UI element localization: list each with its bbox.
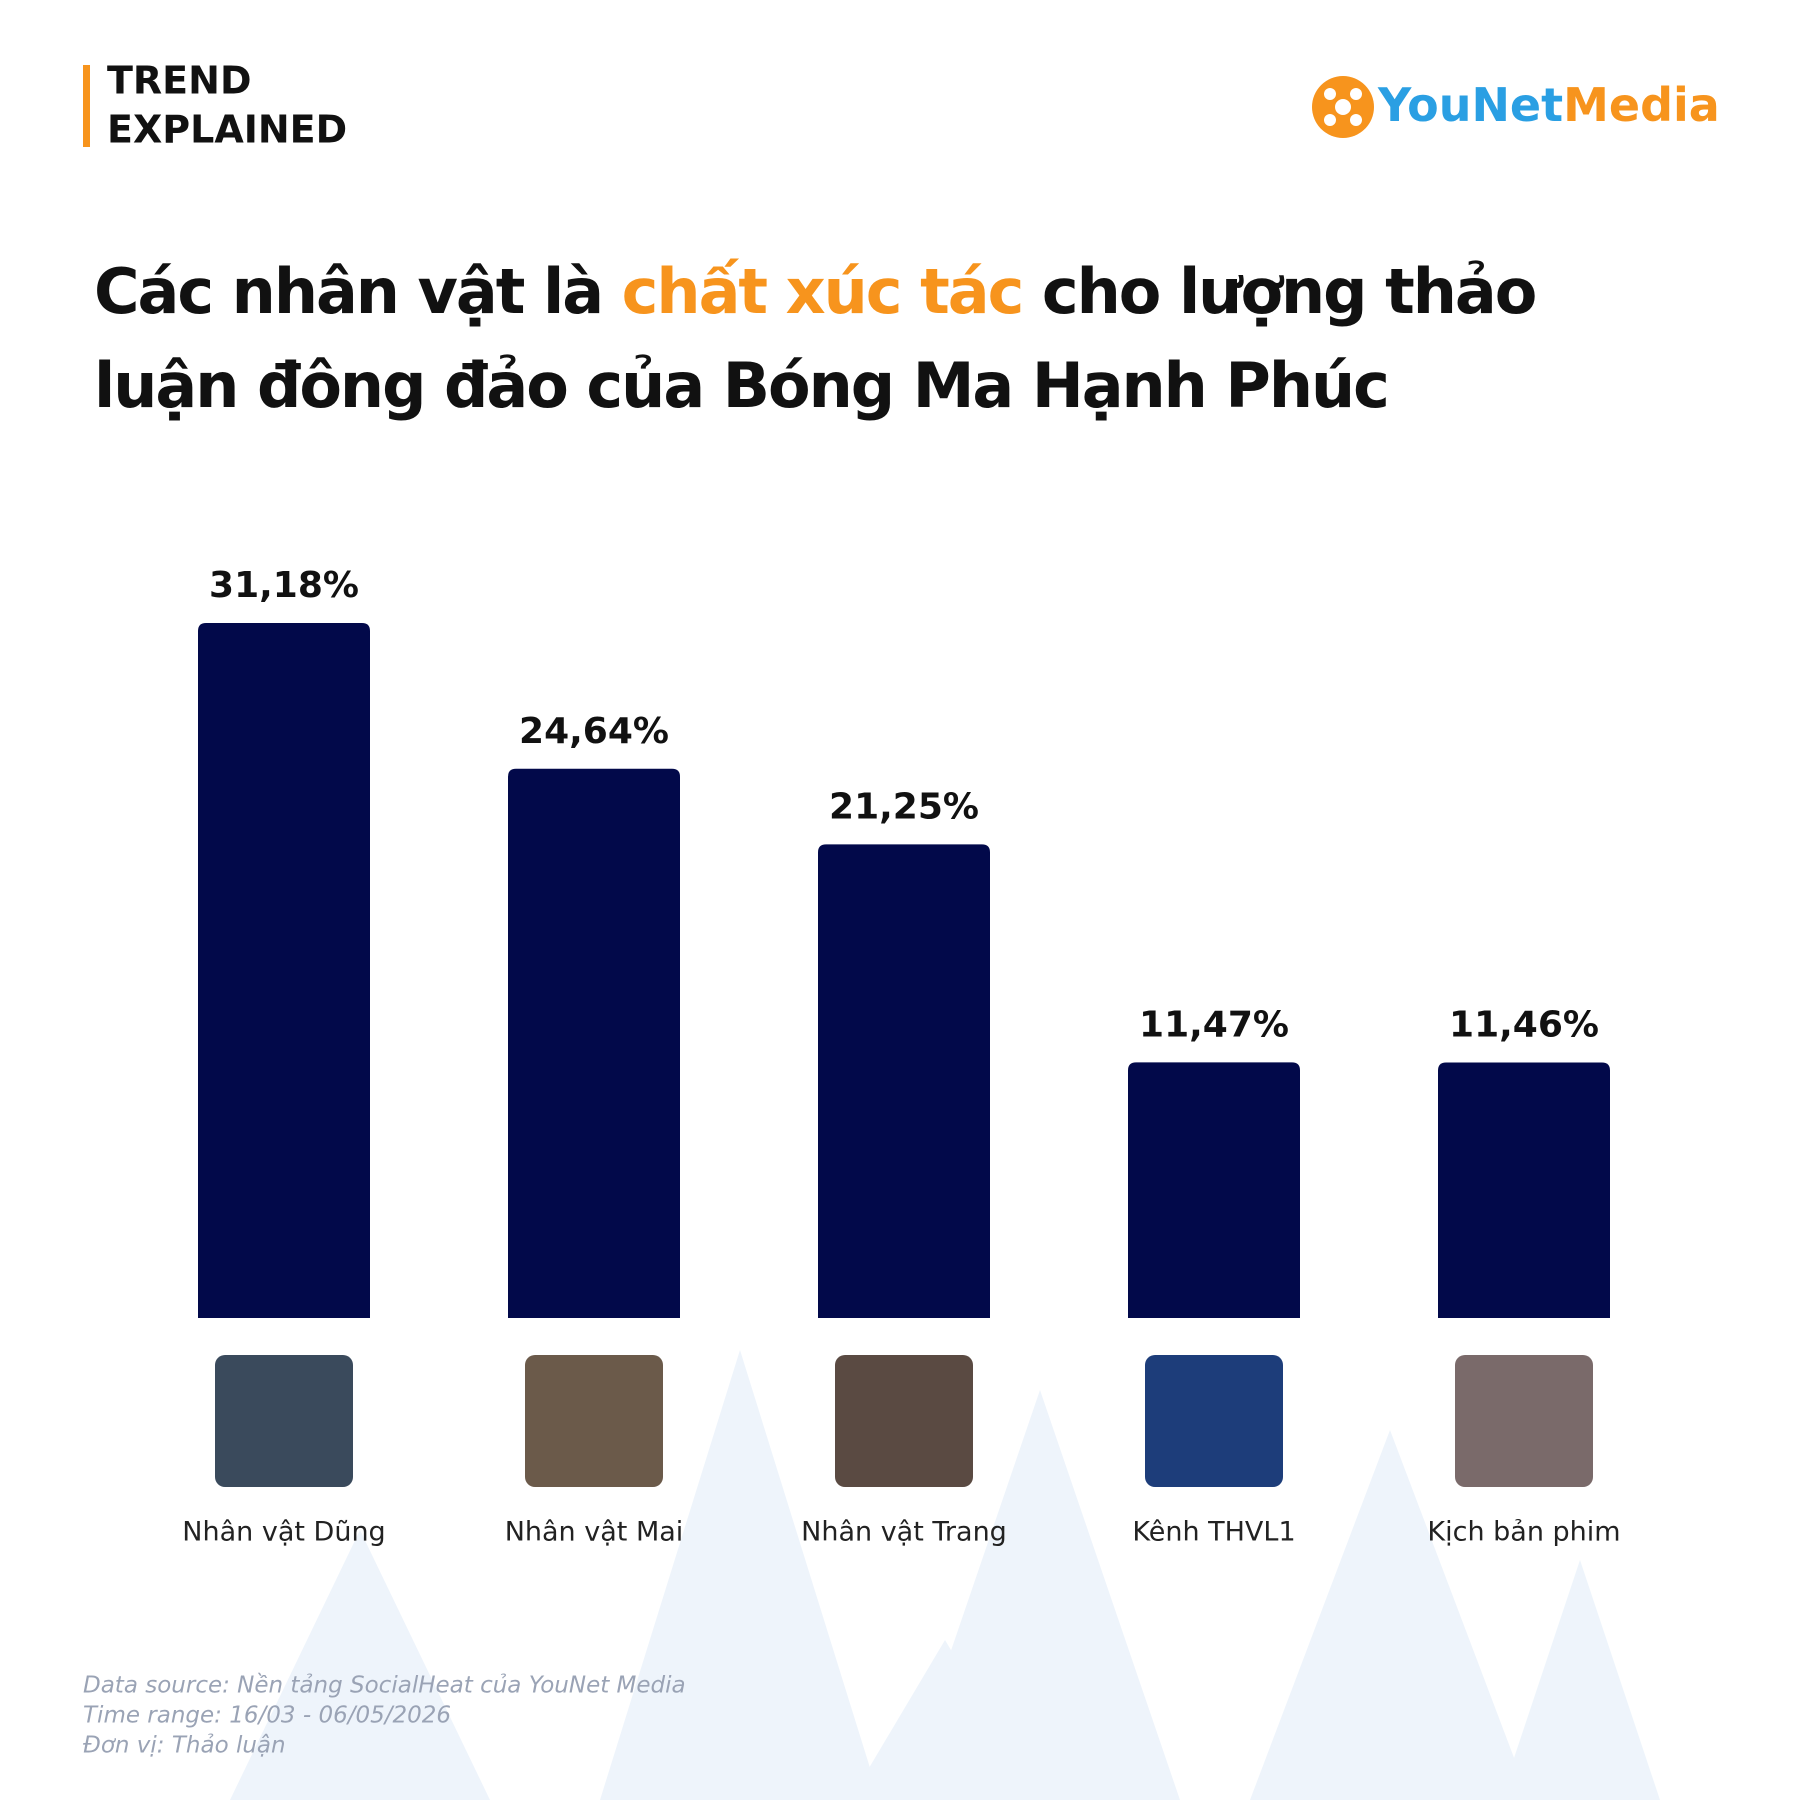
x-tick-label: Kênh THVL1 — [1132, 1517, 1295, 1548]
value-label: 31,18% — [209, 565, 359, 606]
x-tick-label: Kịch bản phim — [1427, 1517, 1620, 1548]
x-tick-label: Nhân vật Mai — [505, 1517, 684, 1548]
bar — [198, 623, 370, 1318]
logo-text: YouNetMedia — [1377, 78, 1720, 132]
category-thumbnail — [215, 1355, 353, 1487]
footer: Data source: Nền tảng SocialHeat của You… — [83, 1673, 686, 1759]
bar — [1438, 1062, 1610, 1318]
value-label: 24,64% — [519, 711, 669, 752]
bar — [1128, 1062, 1300, 1318]
logo-icon — [1312, 76, 1374, 138]
category-thumbnail — [1145, 1355, 1283, 1487]
chart-title: Các nhân vật là chất xúc tác cho lượng t… — [94, 245, 1694, 433]
header-accent — [83, 65, 90, 147]
category-thumbnail — [835, 1355, 973, 1487]
x-tick-label: Nhân vật Trang — [801, 1517, 1007, 1548]
value-label: 11,47% — [1139, 1004, 1289, 1045]
footer-note: Time range: 16/03 - 06/05/2026 — [83, 1703, 451, 1729]
header-tag: TREND — [107, 59, 252, 103]
footer-note: Đơn vị: Thảo luận — [83, 1733, 286, 1759]
title-part: cho lượng thảo luận đông đảo của Bóng Ma… — [94, 255, 1537, 422]
logo-part: YouNet — [1377, 78, 1563, 132]
value-label: 21,25% — [829, 786, 979, 827]
bar — [508, 768, 680, 1318]
value-label: 11,46% — [1449, 1005, 1599, 1046]
title-highlight: chất xúc tác — [621, 255, 1025, 328]
category-thumbnail — [1455, 1355, 1593, 1487]
footer-note: Data source: Nền tảng SocialHeat của You… — [83, 1673, 686, 1699]
logo-part: Media — [1563, 78, 1720, 132]
x-tick-label: Nhân vật Dũng — [182, 1517, 385, 1548]
header-tag: EXPLAINED — [107, 108, 347, 152]
background-peaks — [230, 1350, 1660, 1800]
bar — [818, 844, 990, 1318]
category-thumbnail — [525, 1355, 663, 1487]
title-part: Các nhân vật là — [94, 255, 622, 328]
